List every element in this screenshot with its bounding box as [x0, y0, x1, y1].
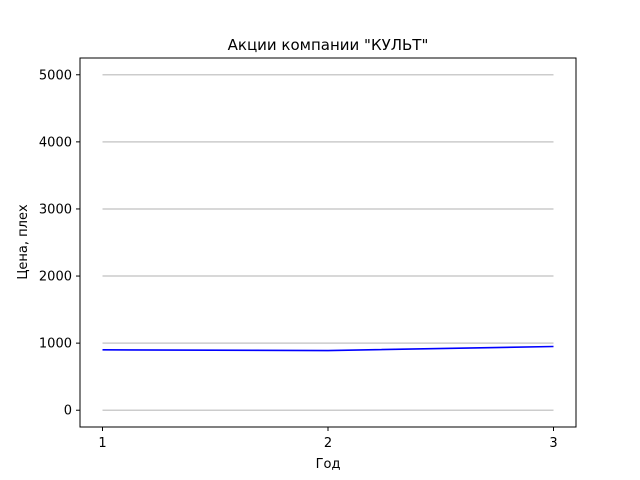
gridlines [102, 74, 554, 411]
plot-area-frame [79, 57, 577, 428]
y-tick-label: 2000 [39, 270, 72, 285]
y-tick-label: 1000 [39, 337, 72, 352]
x-axis-label: Год [316, 457, 341, 472]
y-tick-label: 4000 [39, 135, 72, 150]
y-ticks: 0 1000 2000 3000 4000 5000 [39, 68, 80, 419]
chart-title: Акции компании "КУЛЬТ" [228, 36, 429, 54]
x-tick-label: 3 [549, 436, 557, 451]
x-ticks: 1 2 3 [98, 427, 558, 451]
x-tick-label: 1 [98, 436, 106, 451]
y-axis-label: Цена, плех [16, 204, 31, 280]
y-tick-label: 5000 [39, 68, 72, 83]
series-line [102, 345, 554, 352]
y-tick-label: 3000 [39, 202, 72, 217]
y-tick-label: 0 [64, 404, 72, 419]
series-layer [102, 345, 554, 352]
x-tick-label: 2 [324, 436, 332, 451]
